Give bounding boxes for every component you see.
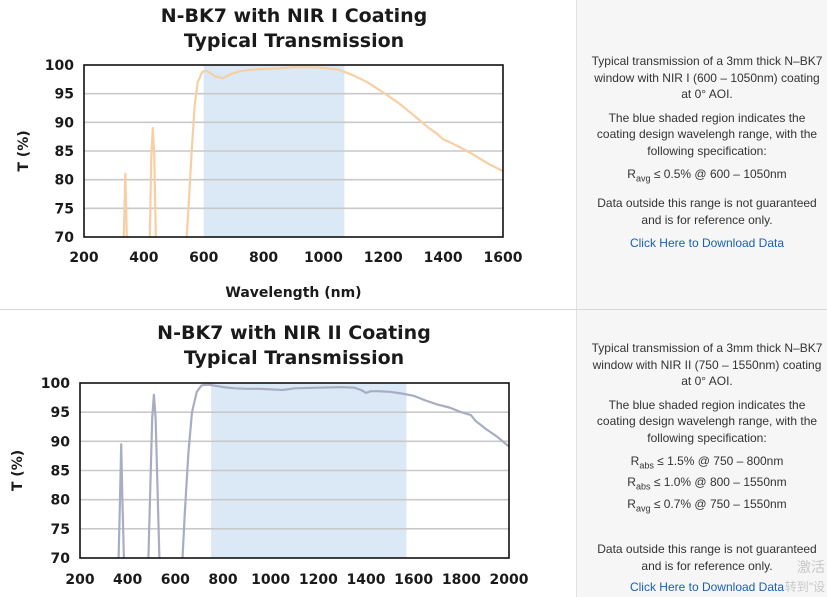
transmission-line [147,393,161,558]
x-tick-label: 200 [69,250,98,266]
description-text: Typical transmission of a 3mm thick N–BK… [591,341,823,388]
y-tick-label: 90 [55,115,75,131]
panel-nir-2: 70 75 80 85 90 95 100 200 400 600 800 1000 1200 1400 1… [0,310,827,597]
x-tick-label: 800 [249,250,278,266]
x-tick-label: 1600 [484,250,523,266]
spec-subscript: abs [635,481,651,492]
y-axis-label: T (%) [16,130,32,171]
x-tick-label: 1800 [442,572,481,588]
y-tick-label: 90 [51,434,71,450]
chart-svg-nir-2: 70 75 80 85 90 95 100 200 400 600 800 1000 1200 1400 1… [10,322,529,588]
y-tick-label: 70 [51,551,71,567]
spec-value: ≤ 0.7% @ 750 – 1550nm [653,496,787,511]
spec-value: ≤ 1.5% @ 750 – 800nm [657,454,784,468]
x-tick-label: 1400 [347,572,386,588]
y-tick-label: 95 [55,87,74,103]
reference-note: Data outside this range is not guarantee… [597,196,817,227]
spec-line: Ravg ≤ 0.7% @ 750 – 1550nm [577,496,827,517]
transmission-line [181,383,509,558]
description-text: Typical transmission of a 3mm thick N–BK… [591,54,823,101]
x-tick-label: 600 [161,572,190,588]
y-axis-label: T (%) [10,450,26,491]
x-tick-label: 1200 [364,250,403,266]
y-tick-label: 85 [51,464,70,480]
spec-line: Ravg ≤ 0.5% @ 600 – 1050nm [577,166,827,187]
x-tick-label: 400 [129,250,158,266]
spec-list: Ravg ≤ 0.5% @ 600 – 1050nm [577,166,827,187]
y-tick-label: 75 [55,201,74,217]
spec-value: ≤ 0.5% @ 600 – 1050nm [653,167,787,181]
spec-subscript: avg [635,173,651,184]
download-data-link[interactable]: Click Here to Download Data [629,580,785,595]
plot-frame [83,64,504,238]
chart-nir-1: 70 75 80 85 90 95 100 200 400 600 800 1000 1200 1400 1… [0,0,576,309]
transmission-line [185,66,503,237]
shaded-region-text: The blue shaded region indicates the coa… [596,397,818,445]
x-tick-label: 1200 [299,572,338,588]
download-data-link[interactable]: Click Here to Download Data [629,236,785,251]
spec-line: Rabs ≤ 1.5% @ 750 – 800nm [577,453,827,474]
spec-symbol: R [630,454,640,468]
x-tick-label: 1000 [251,572,290,588]
transmission-line [148,127,157,237]
y-tick-label: 100 [45,58,74,74]
y-tick-label: 80 [55,173,75,189]
spec-symbol: R [627,475,636,490]
chart-title: N-BK7 with NIR I Coating [161,5,428,27]
x-tick-label: 2000 [490,572,529,588]
spec-line: Rabs ≤ 1.0% @ 800 – 1550nm [577,474,827,495]
side-info-nir-1: Typical transmission of a 3mm thick N–BK… [576,0,827,309]
y-tick-label: 70 [55,230,75,246]
chart-nir-2: 70 75 80 85 90 95 100 200 400 600 800 1000 1200 1400 1… [0,310,576,597]
reference-note: Data outside this range is not guarantee… [597,542,817,573]
x-tick-label: 200 [65,572,94,588]
transmission-line [122,172,128,237]
x-tick-label: 1600 [394,572,433,588]
plot-frame [79,382,510,559]
y-tick-label: 80 [51,493,71,509]
y-tick-label: 85 [55,144,74,160]
x-tick-label: 1000 [304,250,343,266]
y-tick-label: 100 [41,376,70,392]
x-tick-label: 800 [208,572,237,588]
y-tick-label: 95 [51,405,70,421]
side-info-nir-2: Typical transmission of a 3mm thick N–BK… [576,310,827,597]
chart-subtitle: Typical Transmission [184,347,404,369]
activation-watermark-sub: 转到"设 [784,580,825,594]
activation-watermark: 激活 [797,559,825,575]
spec-value: ≤ 1.0% @ 800 – 1550nm [653,475,787,490]
spec-subscript: abs [639,460,654,471]
chart-title: N-BK7 with NIR II Coating [157,322,431,344]
spec-list: Rabs ≤ 1.5% @ 750 – 800nm Rabs ≤ 1.0% @ … [577,453,827,517]
chart-subtitle: Typical Transmission [184,30,404,52]
x-tick-label: 1400 [424,250,463,266]
y-tick-label: 75 [51,522,70,538]
panel-nir-1: 70 75 80 85 90 95 100 200 400 600 800 1000 1200 1400 1… [0,0,827,310]
chart-svg-nir-1: 70 75 80 85 90 95 100 200 400 600 800 1000 1200 1400 1… [16,5,523,301]
shaded-region-text: The blue shaded region indicates the coa… [596,110,818,158]
x-tick-label: 400 [113,572,142,588]
spec-symbol: R [627,167,636,181]
transmission-line [117,443,125,558]
x-tick-label: 600 [189,250,218,266]
spec-subscript: avg [635,503,651,514]
spec-symbol: R [627,496,636,511]
x-axis-label: Wavelength (nm) [225,285,361,301]
